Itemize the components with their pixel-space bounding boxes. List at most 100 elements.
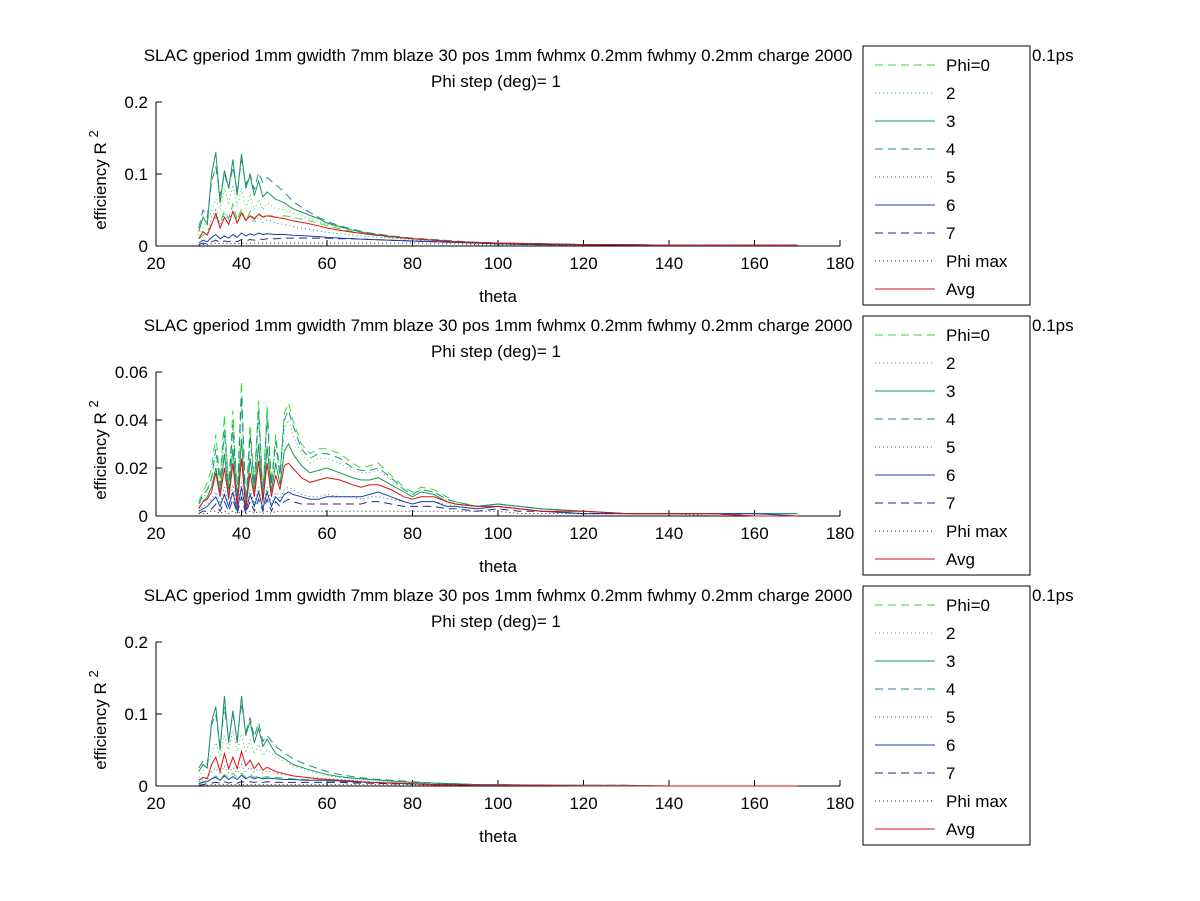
series-line-4 — [198, 395, 798, 515]
x-tick-label: 60 — [318, 524, 337, 543]
x-tick-label: 40 — [232, 794, 251, 813]
y-axis-label-superscript: 2 — [86, 400, 101, 407]
legend-label: 7 — [946, 764, 955, 783]
series-line-avg — [198, 749, 798, 787]
x-tick-label: 160 — [740, 524, 768, 543]
x-tick-label: 160 — [740, 794, 768, 813]
chart-title: SLAC gperiod 1mm gwidth 7mm blaze 30 pos… — [144, 316, 853, 335]
series-line-avg — [198, 458, 798, 517]
legend-label: 7 — [946, 494, 955, 513]
legend: Phi=0 2 3 4 5 6 7 Phi max Avg — [862, 585, 1031, 846]
chart-subtitle: Phi step (deg)= 1 — [431, 612, 561, 631]
x-tick-label: 80 — [403, 794, 422, 813]
y-axis-label-group: efficiency R 2 — [86, 130, 110, 230]
y-tick-label: 0.1 — [124, 165, 148, 184]
legend-label: 2 — [946, 354, 955, 373]
x-tick-label: 60 — [318, 794, 337, 813]
y-tick-label: 0.2 — [124, 93, 148, 112]
legend-box — [862, 45, 1031, 306]
y-tick-label: 0 — [139, 237, 148, 256]
legend-label: Phi=0 — [946, 56, 990, 75]
legend-label: 2 — [946, 624, 955, 643]
x-tick-label: 20 — [147, 524, 166, 543]
series-line-4 — [198, 703, 798, 787]
x-tick-label: 100 — [484, 524, 512, 543]
y-axis-label-superscript: 2 — [86, 670, 101, 677]
legend-label: 5 — [946, 168, 955, 187]
y-axis-label-text: efficiency R — [91, 677, 110, 769]
x-axis-label: theta — [479, 557, 517, 576]
legend-box — [862, 315, 1031, 576]
x-axis-label: theta — [479, 827, 517, 846]
legend-label: Phi=0 — [946, 596, 990, 615]
series-line-phi-max — [198, 510, 798, 517]
x-tick-label: 40 — [232, 524, 251, 543]
series-line-7 — [198, 496, 798, 517]
x-tick-label: 160 — [740, 254, 768, 273]
legend-label: 4 — [946, 410, 955, 429]
x-tick-label: 80 — [403, 524, 422, 543]
legend-label: 6 — [946, 736, 955, 755]
subplot-1: SLAC gperiod 1mm gwidth 7mm blaze 30 pos… — [86, 45, 1074, 306]
x-tick-label: 100 — [484, 254, 512, 273]
y-tick-label: 0.02 — [115, 459, 148, 478]
x-tick-label: 40 — [232, 254, 251, 273]
legend: Phi=0 2 3 4 5 6 7 Phi max Avg — [862, 315, 1031, 576]
x-tick-label: 20 — [147, 254, 166, 273]
chart-subtitle: Phi step (deg)= 1 — [431, 342, 561, 361]
x-tick-label: 140 — [655, 524, 683, 543]
legend-label: 6 — [946, 466, 955, 485]
legend-label: Avg — [946, 550, 975, 569]
y-tick-label: 0.2 — [124, 633, 148, 652]
y-axis-label-superscript: 2 — [86, 130, 101, 137]
x-tick-label: 180 — [826, 254, 854, 273]
series-line-avg — [198, 209, 798, 246]
legend-label: 4 — [946, 680, 955, 699]
y-axis-label: efficiency R 2 — [86, 400, 110, 500]
x-axis-label: theta — [479, 287, 517, 306]
chart-title: SLAC gperiod 1mm gwidth 7mm blaze 30 pos… — [144, 586, 853, 605]
x-tick-label: 180 — [826, 524, 854, 543]
legend-label: 3 — [946, 652, 955, 671]
x-tick-label: 140 — [655, 254, 683, 273]
legend-label: 7 — [946, 224, 955, 243]
series-line-2 — [198, 729, 798, 787]
legend-label: 4 — [946, 140, 955, 159]
legend-box — [862, 585, 1031, 846]
y-axis-label-text: efficiency R — [91, 137, 110, 229]
series-line-2 — [198, 405, 798, 515]
legend-label: 5 — [946, 708, 955, 727]
legend-label: Phi max — [946, 522, 1008, 541]
legend-label: Phi max — [946, 792, 1008, 811]
series-line-3 — [198, 439, 798, 515]
chart-title-tail: 0.1ps — [1032, 46, 1074, 65]
x-tick-label: 100 — [484, 794, 512, 813]
y-tick-label: 0.1 — [124, 705, 148, 724]
subplot-3: SLAC gperiod 1mm gwidth 7mm blaze 30 pos… — [86, 585, 1074, 846]
x-tick-label: 120 — [569, 254, 597, 273]
y-axis-label-group: efficiency R 2 — [86, 400, 110, 500]
chart-title: SLAC gperiod 1mm gwidth 7mm blaze 30 pos… — [144, 46, 853, 65]
x-tick-label: 120 — [569, 524, 597, 543]
x-tick-label: 60 — [318, 254, 337, 273]
x-tick-label: 180 — [826, 794, 854, 813]
y-tick-label: 0.04 — [115, 411, 148, 430]
chart-subtitle: Phi step (deg)= 1 — [431, 72, 561, 91]
x-tick-label: 120 — [569, 794, 597, 813]
subplot-2: SLAC gperiod 1mm gwidth 7mm blaze 30 pos… — [86, 315, 1074, 576]
series-line-phi-max — [198, 242, 798, 246]
legend: Phi=0 2 3 4 5 6 7 Phi max Avg — [862, 45, 1031, 306]
y-axis-label-text: efficiency R — [91, 407, 110, 499]
legend-label: Phi=0 — [946, 326, 990, 345]
legend-label: 6 — [946, 196, 955, 215]
y-axis-label-group: efficiency R 2 — [86, 670, 110, 770]
y-axis-label: efficiency R 2 — [86, 130, 110, 230]
x-tick-label: 80 — [403, 254, 422, 273]
y-tick-label: 0.06 — [115, 363, 148, 382]
legend-label: 3 — [946, 112, 955, 131]
legend-label: 5 — [946, 438, 955, 457]
y-tick-label: 0 — [139, 777, 148, 796]
chart-title-tail: 0.1ps — [1032, 586, 1074, 605]
legend-label: Avg — [946, 820, 975, 839]
